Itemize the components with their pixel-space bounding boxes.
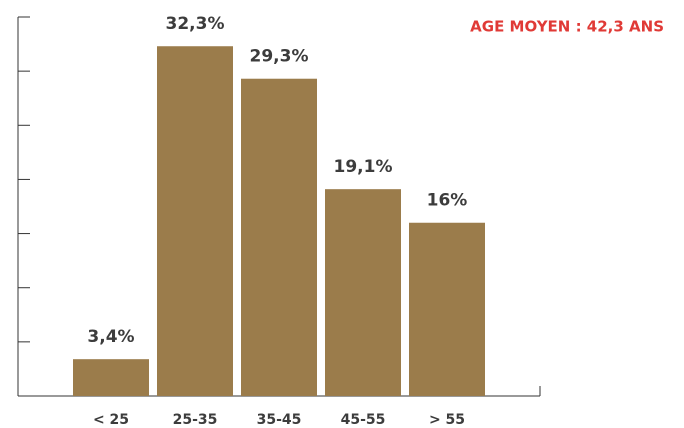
value-label: 19,1% bbox=[334, 157, 393, 177]
value-label: 29,3% bbox=[250, 47, 309, 67]
x-tick-label: 35-45 bbox=[257, 412, 302, 428]
bar bbox=[157, 46, 233, 396]
bar bbox=[325, 189, 401, 396]
value-label: 3,4% bbox=[87, 327, 134, 347]
bar bbox=[73, 359, 149, 396]
x-tick-label: > 55 bbox=[429, 412, 465, 428]
bar bbox=[409, 222, 485, 396]
value-label: 16% bbox=[427, 191, 468, 211]
x-tick-label: 45-55 bbox=[341, 412, 386, 428]
x-tick-label: < 25 bbox=[93, 412, 129, 428]
bar bbox=[241, 78, 317, 397]
annotation: AGE MOYEN : 42,3 ANS bbox=[470, 18, 664, 36]
x-tick-label: 25-35 bbox=[173, 412, 218, 428]
value-label: 32,3% bbox=[166, 14, 225, 34]
